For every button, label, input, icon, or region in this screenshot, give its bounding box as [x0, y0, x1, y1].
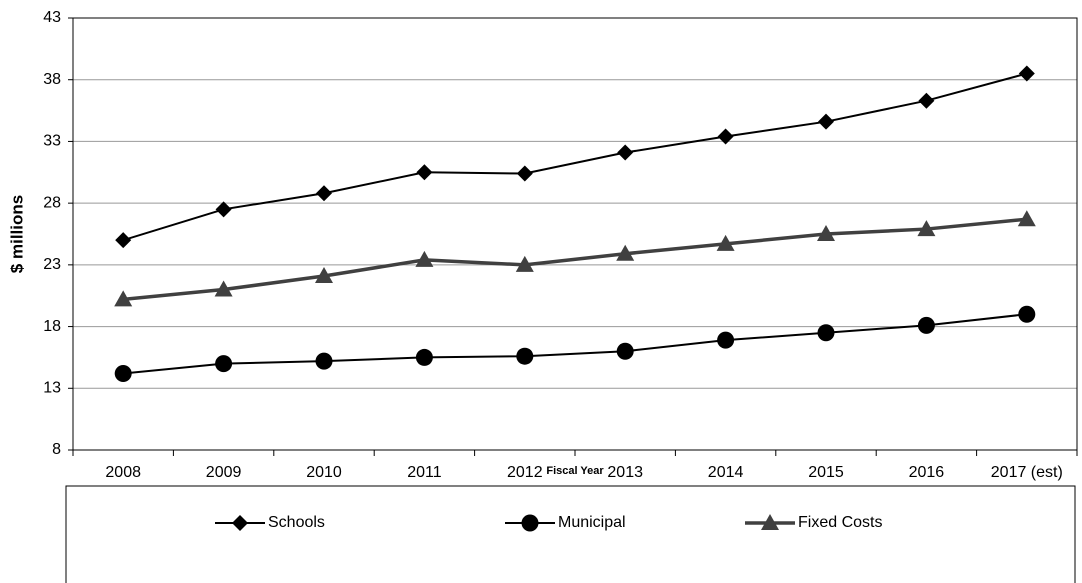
x-tick-label: 2017 (est)	[991, 464, 1063, 481]
y-tick-label: 18	[43, 318, 61, 335]
data-point	[114, 364, 132, 382]
y-tick-label: 43	[43, 9, 61, 26]
y-tick-label: 8	[52, 441, 61, 458]
series-line	[123, 217, 1027, 302]
data-point	[617, 144, 634, 161]
data-point	[717, 128, 734, 145]
data-point	[115, 232, 132, 249]
data-point	[918, 92, 935, 109]
legend-label: Fixed Costs	[798, 514, 882, 531]
data-point	[415, 348, 433, 366]
legend-marker	[761, 514, 779, 530]
data-point	[717, 331, 735, 349]
legend-label: Schools	[268, 514, 325, 531]
x-tick-label: 2014	[708, 464, 744, 481]
data-point	[114, 290, 133, 307]
data-point	[716, 234, 735, 251]
data-point	[315, 352, 333, 370]
data-point	[917, 220, 936, 237]
legend-box	[65, 485, 1076, 583]
data-point	[817, 324, 835, 342]
data-point	[616, 342, 634, 360]
data-point	[415, 250, 434, 267]
x-tick-label: 2012	[507, 464, 543, 481]
y-axis-label: $ millions	[7, 195, 26, 273]
y-tick-label: 13	[43, 380, 61, 397]
data-point	[316, 185, 332, 202]
y-tick-label: 23	[43, 256, 61, 273]
data-point	[516, 165, 533, 182]
series-line	[122, 72, 1028, 242]
x-axis-label: Fiscal Year	[546, 465, 604, 477]
data-point	[818, 113, 834, 130]
x-tick-label: 2015	[808, 464, 844, 481]
data-point	[1018, 65, 1035, 82]
series-line	[123, 313, 1027, 375]
x-tick-label: 2011	[407, 464, 442, 481]
data-point	[515, 255, 534, 272]
x-tick-label: 2008	[105, 464, 141, 481]
y-tick-label: 28	[43, 194, 61, 211]
data-point	[315, 266, 333, 283]
x-tick-label: 2013	[607, 464, 643, 481]
data-point	[917, 316, 935, 334]
data-point	[416, 164, 433, 181]
data-point	[1017, 210, 1036, 227]
x-tick-label: 2016	[909, 464, 945, 481]
data-point	[214, 280, 233, 297]
data-point	[215, 201, 232, 218]
data-point	[516, 347, 534, 365]
legend-marker	[232, 515, 248, 531]
data-point	[817, 225, 835, 241]
data-point	[616, 244, 635, 261]
y-tick-label: 38	[43, 71, 61, 88]
y-tick-label: 33	[43, 133, 61, 150]
data-point	[1018, 305, 1036, 323]
legend-marker	[521, 514, 539, 532]
data-point	[215, 355, 233, 373]
legend-label: Municipal	[558, 514, 626, 531]
x-tick-label: 2010	[306, 464, 342, 481]
x-tick-label: 2009	[206, 464, 242, 481]
